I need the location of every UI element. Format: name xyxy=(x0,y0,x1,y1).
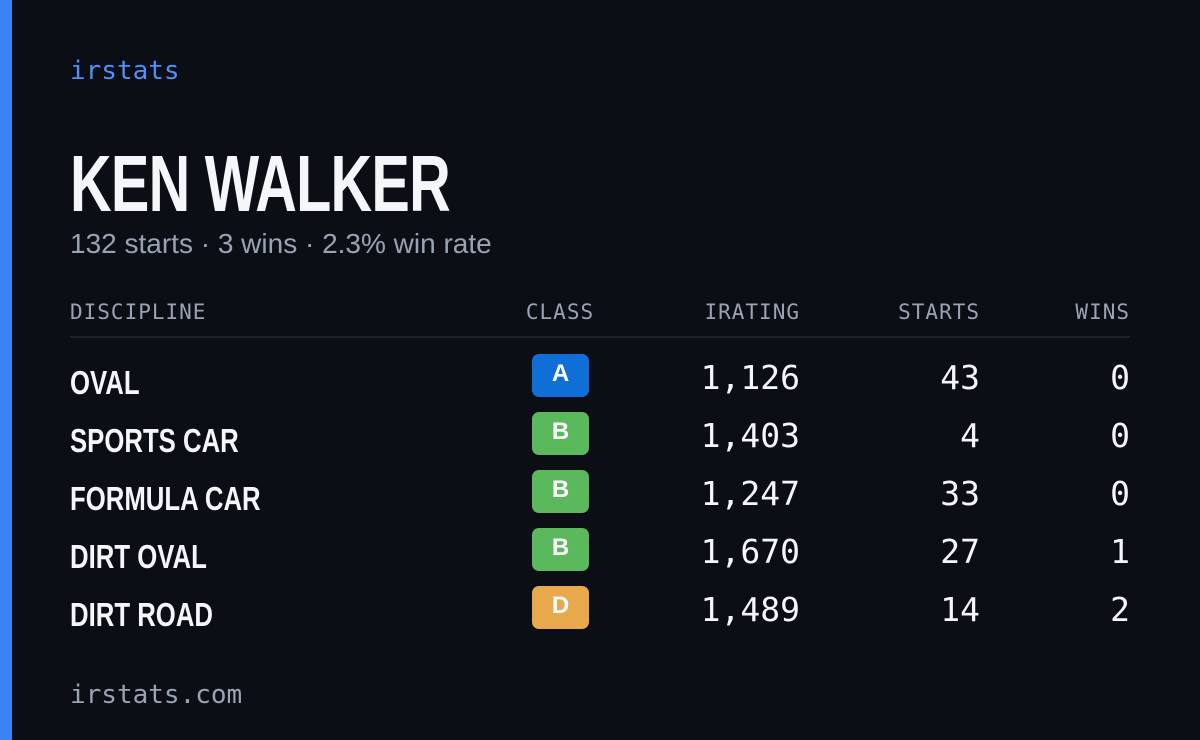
driver-summary: 132 starts · 3 wins · 2.3% win rate xyxy=(70,228,492,259)
starts: 27 xyxy=(940,532,980,571)
class-badge: B xyxy=(532,470,589,513)
accent-stripe xyxy=(0,0,12,740)
column-header: DISCIPLINE xyxy=(70,300,207,324)
wins: 2 xyxy=(1110,590,1130,629)
brand: irstats xyxy=(70,56,180,86)
starts: 33 xyxy=(940,474,980,513)
discipline: FORMULA CAR xyxy=(70,480,261,517)
starts: 14 xyxy=(940,590,980,629)
irating: 1,126 xyxy=(700,358,800,397)
irating: 1,489 xyxy=(700,590,800,629)
class-badge: A xyxy=(532,354,589,397)
class-badge: B xyxy=(532,528,589,571)
discipline: DIRT ROAD xyxy=(70,596,213,633)
footer: irstats.com xyxy=(70,680,243,710)
wins: 0 xyxy=(1110,416,1130,455)
driver-name: KEN WALKER xyxy=(70,139,451,228)
column-header: IRATING xyxy=(704,300,800,324)
wins: 0 xyxy=(1110,358,1130,397)
header-rule xyxy=(70,336,1130,338)
irating: 1,670 xyxy=(700,532,800,571)
discipline: OVAL xyxy=(70,364,140,401)
class-badge: B xyxy=(532,412,589,455)
starts: 43 xyxy=(940,358,980,397)
class-badge: D xyxy=(532,586,589,629)
column-header: CLASS xyxy=(525,300,595,324)
irating: 1,403 xyxy=(700,416,800,455)
starts: 4 xyxy=(960,416,980,455)
discipline: DIRT OVAL xyxy=(70,538,207,575)
wins: 1 xyxy=(1110,532,1130,571)
irating: 1,247 xyxy=(700,474,800,513)
discipline: SPORTS CAR xyxy=(70,422,239,459)
column-header: WINS xyxy=(1075,300,1130,324)
wins: 0 xyxy=(1110,474,1130,513)
column-header: STARTS xyxy=(898,300,980,324)
